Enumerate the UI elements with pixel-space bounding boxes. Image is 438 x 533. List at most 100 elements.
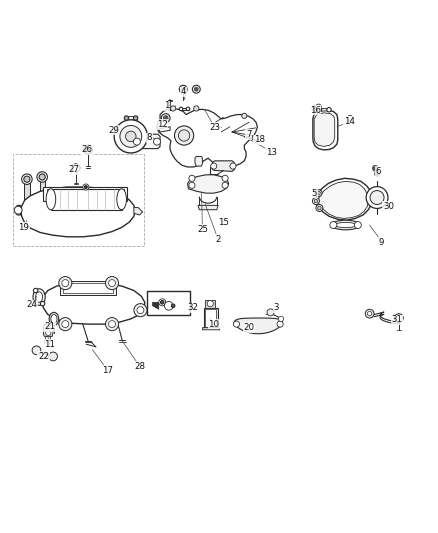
- Circle shape: [347, 116, 353, 120]
- Text: 17: 17: [102, 366, 113, 375]
- Circle shape: [171, 304, 175, 308]
- Circle shape: [179, 85, 187, 93]
- Text: 31: 31: [392, 315, 403, 324]
- Text: 18: 18: [254, 135, 265, 144]
- Circle shape: [170, 106, 176, 111]
- Ellipse shape: [117, 189, 127, 210]
- Circle shape: [39, 174, 45, 180]
- Circle shape: [161, 114, 170, 123]
- Circle shape: [277, 321, 283, 327]
- Circle shape: [137, 306, 144, 313]
- Polygon shape: [198, 205, 218, 210]
- Circle shape: [316, 205, 323, 212]
- Text: 6: 6: [376, 167, 381, 176]
- Circle shape: [62, 280, 69, 287]
- Circle shape: [134, 304, 147, 317]
- Circle shape: [312, 198, 319, 205]
- Circle shape: [72, 164, 80, 172]
- Polygon shape: [187, 175, 229, 193]
- Circle shape: [126, 131, 136, 142]
- Circle shape: [124, 116, 129, 120]
- Text: 8: 8: [146, 133, 152, 142]
- Ellipse shape: [46, 189, 56, 210]
- Text: 9: 9: [379, 238, 384, 247]
- Circle shape: [230, 163, 236, 169]
- Circle shape: [315, 190, 322, 197]
- Circle shape: [21, 174, 32, 184]
- Circle shape: [134, 138, 141, 145]
- Text: 20: 20: [243, 323, 254, 332]
- Polygon shape: [314, 179, 373, 220]
- Polygon shape: [42, 282, 145, 324]
- Text: 27: 27: [68, 165, 80, 174]
- Polygon shape: [318, 181, 368, 219]
- Bar: [147, 292, 190, 316]
- Circle shape: [134, 116, 138, 120]
- Circle shape: [46, 330, 51, 335]
- Polygon shape: [21, 187, 135, 237]
- Polygon shape: [159, 127, 170, 132]
- Circle shape: [85, 185, 87, 188]
- Bar: [46, 189, 124, 199]
- Circle shape: [242, 113, 247, 118]
- Bar: [51, 189, 122, 210]
- Circle shape: [194, 87, 198, 91]
- Ellipse shape: [335, 222, 356, 228]
- Circle shape: [189, 175, 195, 181]
- Circle shape: [163, 116, 168, 120]
- Circle shape: [164, 302, 173, 310]
- Circle shape: [375, 172, 379, 176]
- Circle shape: [314, 199, 318, 203]
- Text: 24: 24: [27, 301, 38, 310]
- Circle shape: [109, 280, 116, 287]
- Polygon shape: [43, 324, 53, 336]
- Text: 7: 7: [246, 130, 251, 139]
- Text: 16: 16: [310, 106, 321, 115]
- Text: 28: 28: [134, 361, 145, 370]
- Circle shape: [83, 184, 89, 190]
- Circle shape: [194, 106, 199, 111]
- Bar: [204, 308, 218, 328]
- Circle shape: [267, 309, 274, 316]
- Bar: [63, 283, 113, 293]
- Circle shape: [106, 277, 119, 289]
- Text: 21: 21: [44, 322, 55, 331]
- Circle shape: [233, 321, 240, 327]
- Circle shape: [314, 107, 316, 110]
- Circle shape: [317, 108, 321, 112]
- Circle shape: [279, 316, 284, 321]
- Polygon shape: [16, 205, 21, 215]
- Circle shape: [174, 126, 194, 145]
- Polygon shape: [318, 108, 330, 111]
- Circle shape: [318, 206, 321, 210]
- Bar: [24, 183, 29, 201]
- Circle shape: [192, 85, 200, 93]
- Circle shape: [327, 108, 331, 112]
- Circle shape: [370, 190, 384, 205]
- Circle shape: [40, 302, 45, 306]
- Circle shape: [211, 163, 217, 169]
- Polygon shape: [134, 134, 160, 149]
- Circle shape: [189, 182, 195, 188]
- Circle shape: [186, 107, 190, 111]
- Text: 3: 3: [274, 303, 279, 312]
- Circle shape: [33, 288, 38, 293]
- Circle shape: [179, 107, 183, 111]
- Ellipse shape: [49, 312, 59, 326]
- Circle shape: [160, 301, 164, 304]
- Circle shape: [109, 321, 116, 328]
- Circle shape: [367, 311, 372, 316]
- Circle shape: [330, 222, 337, 229]
- Circle shape: [153, 138, 160, 145]
- Polygon shape: [152, 302, 159, 309]
- Text: 13: 13: [266, 148, 277, 157]
- Text: 1: 1: [164, 101, 170, 110]
- Circle shape: [312, 106, 318, 111]
- Circle shape: [49, 352, 57, 361]
- Circle shape: [24, 176, 30, 182]
- Text: 15: 15: [218, 219, 229, 228]
- Text: 32: 32: [187, 303, 198, 312]
- Circle shape: [317, 191, 320, 195]
- Polygon shape: [234, 318, 283, 334]
- Text: 26: 26: [81, 145, 93, 154]
